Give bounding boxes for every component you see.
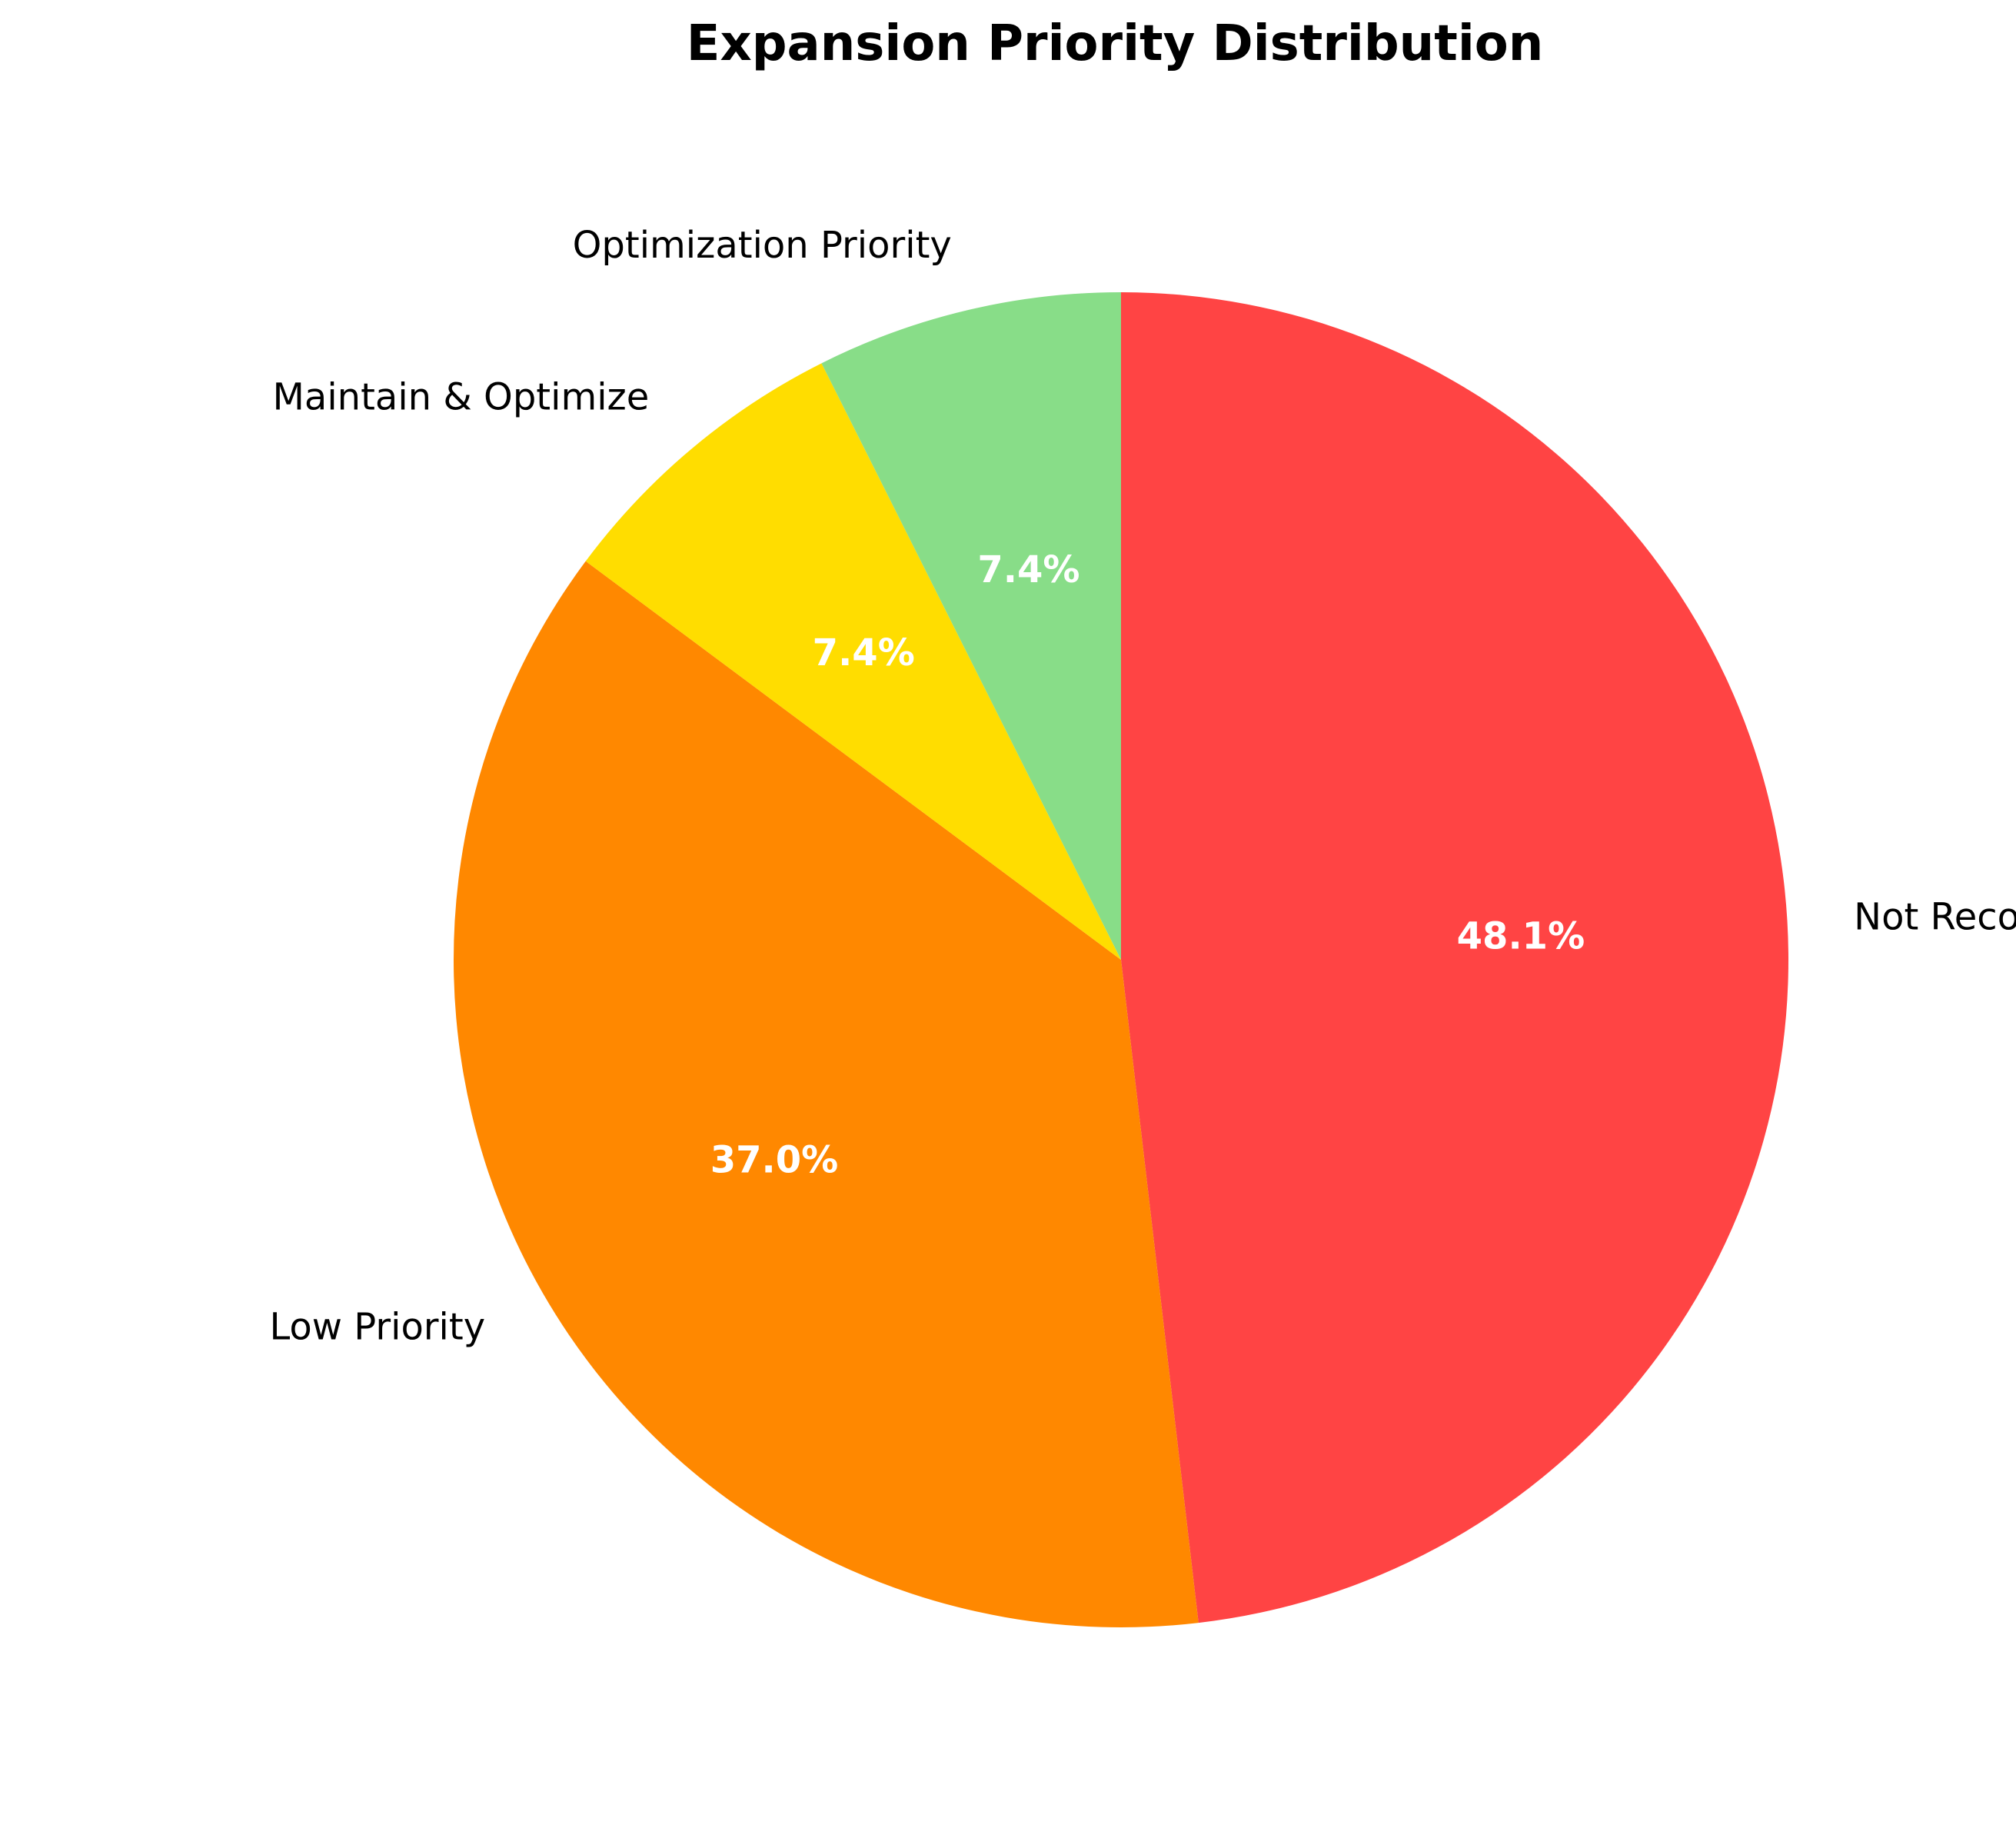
pie-slice-maintain-optimize (585, 363, 1121, 960)
slice-label-maintain-optimize: Maintain & Optimize (273, 376, 650, 419)
slice-labels: Not Recommended Low Priority Maintain & Op… (269, 224, 2016, 1348)
percent-labels: 48.1% 37.0% 7.4% 7.4% (710, 548, 1585, 1181)
pie-slices (454, 292, 1788, 1628)
slice-label-optimization-priority: Optimization Priority (573, 224, 952, 267)
percent-label-not-recommended: 48.1% (1457, 915, 1585, 958)
percent-label-optimization-priority: 7.4% (977, 548, 1080, 591)
slice-label-not-recommended: Not Recommended (1854, 895, 2016, 938)
pie-slice-low-priority (454, 561, 1199, 1628)
pie-slice-not-recommended (1121, 292, 1788, 1624)
slice-label-low-priority: Low Priority (269, 1305, 485, 1348)
percent-label-low-priority: 37.0% (710, 1138, 839, 1181)
percent-label-maintain-optimize: 7.4% (813, 631, 915, 674)
pie-slice-optimization-priority (821, 292, 1121, 960)
chart-title: Expansion Priority Distribution (687, 15, 1544, 72)
